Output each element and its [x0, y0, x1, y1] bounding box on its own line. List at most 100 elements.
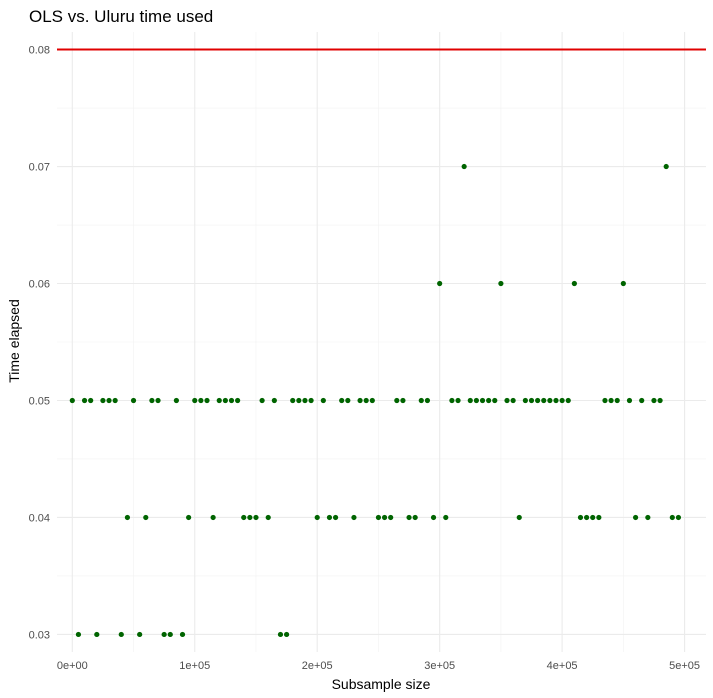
data-point	[149, 397, 155, 404]
data-point	[179, 631, 186, 638]
y-tick-label: 0.07	[29, 162, 50, 174]
data-point	[571, 280, 577, 287]
y-axis-ticks: 0.03 0.04 0.05 0.06 0.07 0.08	[29, 45, 50, 642]
data-point	[204, 397, 210, 404]
data-point	[645, 514, 651, 521]
data-point	[381, 514, 388, 521]
y-tick-label: 0.03	[29, 629, 50, 641]
data-point	[577, 514, 584, 521]
data-point	[296, 397, 302, 404]
data-point	[455, 397, 461, 404]
data-point	[75, 631, 82, 638]
data-point	[94, 631, 100, 638]
data-point	[118, 631, 124, 638]
data-point	[112, 397, 118, 404]
data-point	[173, 397, 179, 404]
data-point	[357, 397, 363, 404]
minor-gridlines	[57, 32, 706, 652]
data-point	[473, 397, 480, 404]
data-point	[608, 397, 614, 404]
data-point	[314, 514, 320, 521]
y-tick-label: 0.06	[29, 279, 50, 291]
data-point	[443, 514, 449, 521]
data-point	[388, 514, 394, 521]
x-axis-ticks: 0e+00 1e+05 2e+05 3e+05 4e+05 5e+05	[57, 660, 700, 672]
y-tick-label: 0.04	[29, 512, 50, 524]
data-point	[430, 514, 437, 521]
data-point	[596, 514, 602, 521]
data-point	[290, 397, 296, 404]
data-point	[639, 397, 645, 404]
data-point	[461, 163, 467, 170]
y-axis-title: Time elapsed	[6, 299, 22, 383]
data-point	[400, 397, 406, 404]
data-point	[167, 631, 173, 638]
data-point	[277, 631, 284, 638]
data-point	[584, 514, 590, 521]
data-point	[492, 397, 498, 404]
x-tick-label: 3e+05	[424, 660, 455, 672]
x-tick-label: 5e+05	[669, 660, 700, 672]
data-point	[143, 514, 149, 521]
data-point	[161, 631, 167, 638]
data-point	[100, 397, 106, 404]
data-point	[547, 397, 553, 404]
data-point	[590, 514, 596, 521]
data-point	[394, 397, 400, 404]
data-point	[216, 397, 222, 404]
data-point	[345, 397, 351, 404]
data-point	[406, 514, 412, 521]
data-point	[449, 397, 455, 404]
data-point	[663, 163, 669, 170]
data-point	[467, 397, 473, 404]
data-point	[130, 397, 137, 404]
x-tick-label: 4e+05	[547, 660, 578, 672]
data-point	[559, 397, 565, 404]
data-point	[535, 397, 541, 404]
data-point	[124, 514, 131, 521]
data-point	[137, 631, 143, 638]
data-point	[412, 514, 418, 521]
data-point	[375, 514, 382, 521]
data-point	[498, 280, 504, 287]
data-point	[510, 397, 516, 404]
data-point	[632, 514, 639, 521]
data-point	[235, 397, 241, 404]
data-point	[675, 514, 682, 521]
data-point	[253, 514, 259, 521]
data-point	[247, 514, 253, 521]
data-point	[565, 397, 571, 404]
data-point	[155, 397, 161, 404]
data-point	[528, 397, 535, 404]
data-point	[106, 397, 112, 404]
data-point	[369, 397, 375, 404]
data-point	[504, 397, 510, 404]
data-point	[351, 514, 357, 521]
y-tick-label: 0.08	[29, 45, 50, 57]
data-point	[486, 397, 492, 404]
data-point	[308, 397, 314, 404]
data-point	[320, 397, 326, 404]
data-point	[210, 514, 216, 521]
data-point	[198, 397, 204, 404]
data-point	[283, 631, 290, 638]
data-point	[437, 280, 443, 287]
data-point	[626, 397, 633, 404]
data-point	[302, 397, 308, 404]
data-point	[541, 397, 547, 404]
data-point	[651, 397, 657, 404]
data-point	[332, 514, 339, 521]
data-point	[192, 397, 198, 404]
data-point	[186, 514, 192, 521]
data-point	[614, 397, 620, 404]
data-point	[602, 397, 608, 404]
chart-title: OLS vs. Uluru time used	[29, 7, 213, 26]
data-point	[259, 397, 265, 404]
data-point	[620, 280, 626, 287]
data-point	[363, 397, 369, 404]
data-point	[88, 397, 94, 404]
data-point	[69, 397, 75, 404]
data-point	[271, 397, 277, 404]
data-point	[339, 397, 345, 404]
